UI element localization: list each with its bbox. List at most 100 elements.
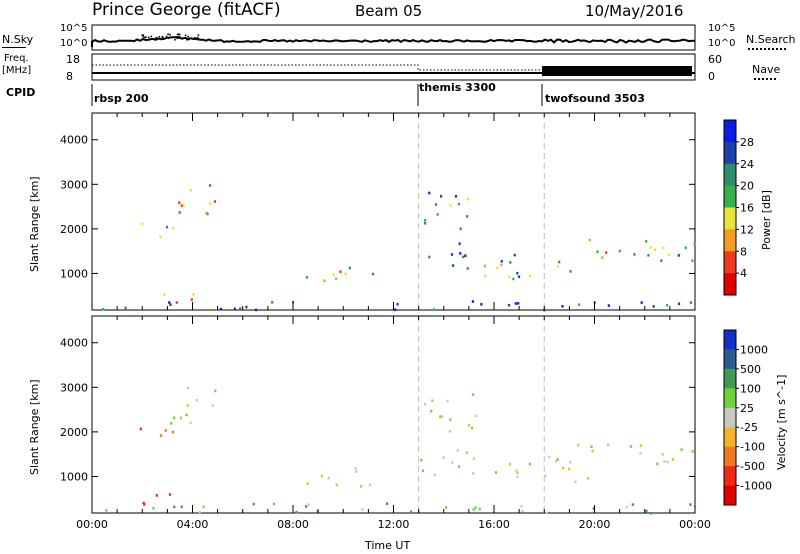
power-echo-cell: [529, 274, 532, 278]
nsky-dot: [142, 34, 145, 37]
colorbar-swatch: [724, 185, 736, 208]
nsky-label: N.Sky: [2, 33, 34, 46]
velocity-echo-cell: [639, 444, 642, 447]
velocity-echo-cell: [179, 416, 183, 420]
power-echo-cell: [496, 266, 499, 269]
power-echo-cell: [662, 246, 665, 250]
velocity-echo-cell: [327, 476, 330, 480]
power-echo-cell: [172, 227, 175, 230]
colorbar-swatch: [724, 163, 736, 187]
power-echo-cell: [500, 260, 503, 263]
power-echo-cell: [168, 301, 171, 304]
power-echo-cell: [192, 293, 195, 296]
power-echo-cell: [254, 308, 258, 312]
velocity-echo-cell: [306, 482, 309, 485]
velocity-cbar-label: Velocity [m s^-1]: [775, 374, 788, 470]
velocity-echo-cell: [645, 509, 648, 513]
y-tick-label: 4000: [60, 337, 88, 350]
power-echo-cell: [459, 252, 462, 255]
velocity-echo-cell: [442, 456, 445, 459]
velocity-echo-cell: [474, 506, 477, 509]
nave-legend-line: [754, 78, 776, 80]
velocity-echo-cell: [305, 505, 308, 508]
power-echo-cell: [633, 253, 636, 256]
colorbar-swatch: [724, 141, 736, 165]
power-echo-cell: [372, 272, 375, 276]
velocity-ylabel: Slant Range [km]: [28, 379, 41, 475]
power-echo-cell: [396, 302, 399, 306]
velocity-echo-cell: [198, 510, 201, 514]
nsky-dot: [178, 33, 181, 36]
power-echo-cell: [693, 242, 696, 246]
power-echo-cell: [607, 304, 610, 307]
velocity-echo-cell: [159, 434, 163, 437]
velocity-echo-cell: [661, 453, 664, 456]
colorbar-swatch: [724, 349, 736, 370]
x-tick-label: 04:00: [177, 518, 209, 531]
power-echo-cell: [578, 303, 581, 306]
power-echo-cell: [466, 215, 469, 218]
power-echo-cell: [480, 303, 483, 306]
power-echo-cell: [165, 225, 169, 229]
power-echo-cell: [245, 305, 248, 309]
power-echo-cell: [332, 273, 335, 276]
power-echo-cell: [500, 263, 503, 267]
power-echo-cell: [569, 270, 572, 273]
power-echo-cell: [588, 238, 591, 242]
power-colorbar: 4 8 12 16 20 24 28: [723, 119, 754, 296]
power-echo-cell: [440, 195, 443, 198]
colorbar-tick-label: 24: [740, 158, 754, 171]
power-echo-cell: [691, 259, 694, 262]
nsky-tick-low: 10^0: [60, 38, 88, 49]
velocity-echo-cell: [320, 474, 323, 478]
velocity-echo-cell: [173, 416, 176, 420]
velocity-echo-cell: [528, 462, 531, 466]
station-title: Prince George (fitACF): [92, 0, 281, 20]
freq-label: Freq.: [4, 53, 29, 64]
nsky-dot: [145, 36, 147, 39]
power-echo-cell: [466, 267, 469, 270]
colorbar-tick-label: 20: [740, 180, 754, 193]
velocity-echo-cell: [168, 493, 171, 496]
velocity-echo-cell: [445, 506, 448, 509]
colorbar-tick-label: -1000: [740, 480, 772, 493]
power-ylabel: Slant Range [km]: [28, 176, 41, 272]
nsearch-label: N.Search: [746, 33, 796, 46]
power-echo-cell: [102, 308, 105, 311]
x-tick-label: 16:00: [478, 518, 510, 531]
nsky-dot: [184, 34, 187, 37]
power-echo-cell: [239, 307, 242, 310]
nsky-dot: [176, 33, 179, 36]
power-echo-cell: [471, 300, 474, 303]
power-echo-cell: [178, 201, 181, 205]
power-echo-cell: [432, 308, 435, 311]
nsky-dot: [196, 36, 199, 39]
nsearch-tick-low: 10^0: [708, 38, 736, 49]
nsky-dot: [197, 34, 200, 36]
y-tick-label: 1000: [60, 267, 88, 280]
power-echo-cell: [339, 270, 342, 273]
velocity-echo-cell: [180, 505, 183, 509]
power-echo-cell: [508, 303, 511, 307]
velocity-echo-cell: [139, 427, 142, 431]
power-echo-cell: [508, 275, 511, 279]
velocity-echo-cell: [433, 473, 436, 477]
x-tick-label: 00:00: [76, 518, 108, 531]
power-echo-cell: [209, 184, 212, 187]
power-echo-cell: [271, 301, 274, 304]
power-echo-cell: [344, 272, 347, 275]
colorbar-frame: [723, 329, 737, 506]
power-echo-cell: [219, 307, 222, 311]
power-echo-cell: [647, 254, 650, 257]
nsky-dot: [187, 38, 190, 41]
power-echo-cell: [205, 211, 208, 215]
velocity-echo-cell: [143, 503, 146, 506]
cpid-segment-1: rbsp 200: [94, 92, 149, 105]
power-echo-cell: [462, 255, 465, 259]
colorbar-swatch: [724, 120, 736, 143]
power-echo-cell: [484, 274, 487, 278]
power-echo-cell: [596, 250, 599, 253]
velocity-echo-cell: [544, 474, 547, 478]
velocity-echo-cell: [556, 458, 559, 461]
